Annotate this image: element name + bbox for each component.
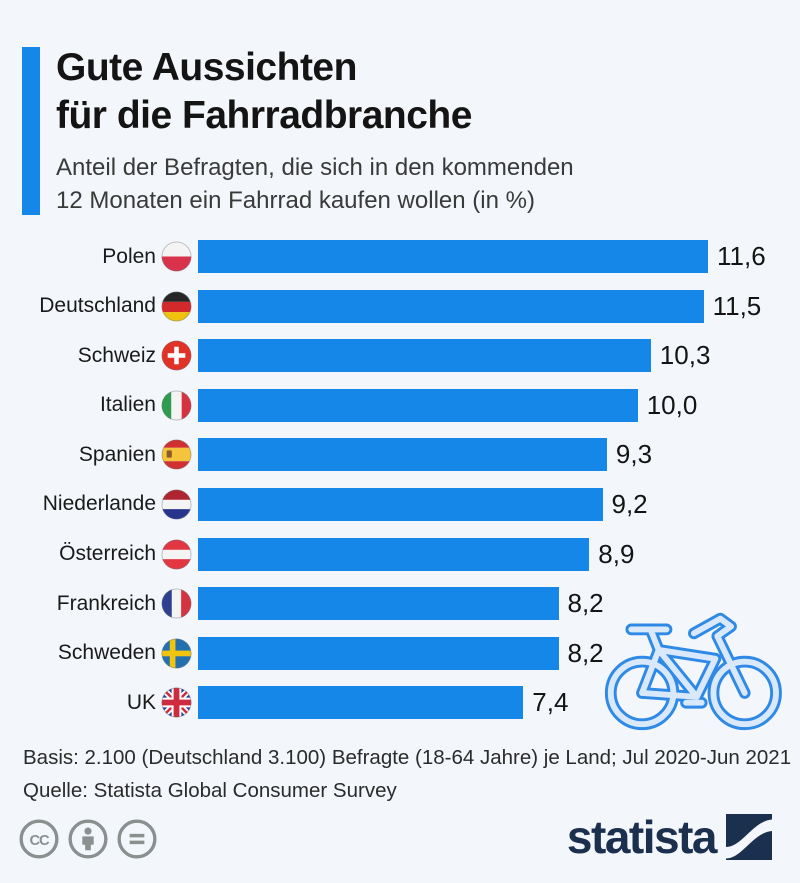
source-note: Quelle: Statista Global Consumer Survey [23, 779, 397, 802]
bar-row: Frankreich 8,2 [0, 587, 800, 621]
value-label: 11,5 [712, 290, 762, 321]
creative-commons-badges: CC [18, 818, 158, 860]
bar [198, 537, 590, 571]
svg-text:CC: CC [29, 833, 50, 849]
bar-row: Schweden 8,2 [0, 636, 800, 670]
flag-icon-es [161, 439, 192, 470]
bar [198, 339, 651, 373]
nd-icon[interactable] [116, 818, 158, 860]
bar [198, 686, 524, 720]
page-title: Gute Aussichten für die Fahrradbranche [56, 44, 472, 140]
value-label: 10,0 [646, 389, 698, 420]
bar-row: Österreich 8,9 [0, 537, 800, 571]
chart-footnote: Basis: 2.100 (Deutschland 3.100) Befragt… [23, 741, 791, 807]
value-label: 11,6 [717, 241, 766, 271]
bar-row: Polen 11,6 [0, 240, 800, 273]
bar [198, 438, 607, 472]
statista-wordmark: statista [566, 811, 718, 863]
value-label: 8,9 [598, 538, 635, 569]
bar-chart: Polen 11,6 Deutschland 11,5 Schweiz 10,3 Itali… [0, 240, 800, 736]
country-label: Deutschland [39, 294, 156, 318]
bar [198, 240, 708, 273]
basis-note: Basis: 2.100 (Deutschland 3.100) Befragt… [23, 746, 792, 769]
country-label: Frankreich [56, 591, 156, 615]
title-line-2: für die Fahrradbranche [56, 94, 472, 137]
value-label: 9,2 [611, 488, 648, 519]
bicycle-icon [604, 612, 782, 731]
country-label: Niederlande [42, 492, 156, 516]
flag-icon-nl [161, 489, 192, 520]
title-accent-bar [22, 47, 40, 215]
bar [198, 289, 704, 323]
subtitle-line-1: Anteil der Befragten, die sich in den ko… [56, 154, 574, 181]
statista-swoosh-icon [726, 814, 772, 860]
flag-icon-pl [161, 241, 192, 272]
bar-row: Niederlande 9,2 [0, 487, 800, 521]
country-label: Italien [99, 393, 156, 417]
bar-row: Spanien 9,3 [0, 438, 800, 472]
flag-icon-ch [161, 340, 192, 371]
country-label: Schweden [57, 641, 156, 665]
flag-icon-at [161, 539, 192, 570]
country-label: Polen [102, 244, 156, 268]
country-label: UK [126, 690, 156, 714]
country-label: Spanien [78, 442, 156, 466]
flag-icon-uk [161, 687, 192, 718]
flag-icon-it [161, 390, 192, 421]
statista-logo[interactable]: statista [567, 812, 772, 862]
flag-icon-de [161, 291, 192, 322]
flag-icon-fr [161, 588, 192, 619]
value-label: 8,2 [567, 588, 604, 619]
bar-row: Deutschland 11,5 [0, 289, 800, 323]
value-label: 9,3 [615, 439, 653, 470]
bar [198, 636, 559, 670]
flag-icon-se [161, 638, 192, 669]
bar [198, 388, 638, 422]
value-label: 7,4 [532, 687, 569, 718]
bar-row: UK 7,4 [0, 686, 800, 720]
by-icon[interactable] [67, 818, 109, 860]
bar [198, 587, 559, 621]
value-label: 10,3 [659, 340, 711, 371]
chart-subtitle: Anteil der Befragten, die sich in den ko… [56, 151, 574, 217]
cc-icon[interactable]: CC [18, 818, 60, 860]
country-label: Schweiz [77, 343, 156, 367]
value-label: 8,2 [567, 637, 604, 668]
bar-row: Italien 10,0 [0, 388, 800, 422]
subtitle-line-2: 12 Monaten ein Fahrrad kaufen wollen (in… [56, 187, 535, 214]
title-line-1: Gute Aussichten [56, 46, 357, 89]
bar [198, 487, 603, 521]
bar-row: Schweiz 10,3 [0, 339, 800, 373]
country-label: Österreich [59, 542, 156, 566]
